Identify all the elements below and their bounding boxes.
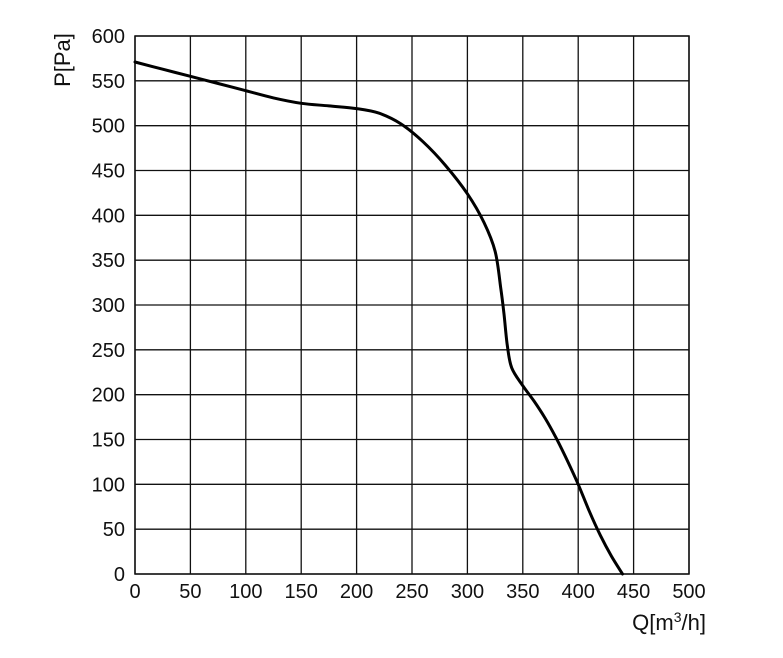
x-axis-title-tail: /h] — [682, 610, 706, 635]
x-tick-label: 400 — [562, 581, 595, 603]
y-tick-label: 350 — [92, 250, 125, 272]
y-tick-label: 600 — [92, 26, 125, 48]
y-tick-labels: 0 50 100 150 200 250 300 350 400 450 500 550 600 — [92, 26, 125, 586]
y-tick-label: 550 — [92, 71, 125, 93]
x-tick-label: 0 — [129, 581, 140, 603]
x-tick-label: 150 — [285, 581, 318, 603]
x-axis-title-main: Q[m — [632, 610, 674, 635]
y-tick-label: 150 — [92, 430, 125, 452]
x-tick-label: 200 — [340, 581, 373, 603]
x-tick-label: 50 — [179, 581, 201, 603]
x-axis-title: Q[m3/h] — [632, 609, 706, 635]
y-tick-label: 500 — [92, 116, 125, 138]
x-tick-label: 100 — [229, 581, 262, 603]
y-tick-label: 250 — [92, 340, 125, 362]
y-tick-label: 50 — [103, 519, 125, 541]
x-tick-labels: 0 50 100 150 200 250 300 350 400 450 500 — [129, 581, 705, 603]
y-tick-label: 200 — [92, 385, 125, 407]
x-tick-label: 300 — [451, 581, 484, 603]
y-tick-label: 400 — [92, 205, 125, 227]
pressure-curve — [133, 60, 624, 576]
y-axis-title: P[Pa] — [50, 33, 75, 87]
y-tick-label: 100 — [92, 474, 125, 496]
y-tick-label: 300 — [92, 295, 125, 317]
plot-frame — [134, 35, 690, 575]
x-tick-label: 250 — [395, 581, 428, 603]
x-axis-title-sup: 3 — [674, 609, 682, 625]
y-tick-label: 450 — [92, 161, 125, 183]
x-tick-label: 500 — [672, 581, 705, 603]
x-tick-label: 450 — [617, 581, 650, 603]
y-tick-label: 0 — [114, 564, 125, 586]
grid-lines — [134, 35, 690, 575]
x-tick-label: 350 — [506, 581, 539, 603]
